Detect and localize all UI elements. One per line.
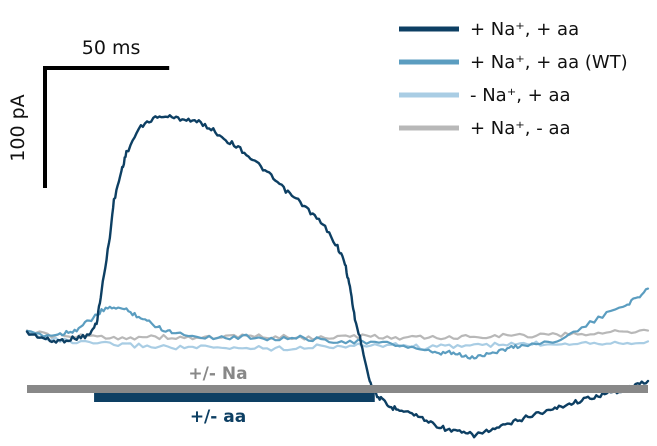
legend: + Na⁺, + aa + Na⁺, + aa (WT) - Na⁺, + aa + … xyxy=(399,19,628,139)
trace-series-1 xyxy=(25,114,650,439)
trace-series-3 xyxy=(25,330,650,352)
current-scale-label: 100 pA xyxy=(7,94,29,161)
na-application-bar xyxy=(27,385,648,393)
legend-label-2: + Na⁺, + aa (WT) xyxy=(470,52,628,73)
scale-bar: 50 ms 100 pA xyxy=(7,37,170,188)
trace-series-2 xyxy=(25,287,650,360)
legend-label-1: + Na⁺, + aa xyxy=(470,19,579,40)
trace-group xyxy=(25,114,650,439)
aa-application-bar xyxy=(94,393,375,402)
application-bars: +/- Na +/- aa xyxy=(27,364,648,427)
aa-application-label: +/- aa xyxy=(190,407,246,427)
time-scale-label: 50 ms xyxy=(82,37,141,59)
legend-label-4: + Na⁺, - aa xyxy=(470,118,571,139)
trace-series-4 xyxy=(25,328,650,341)
legend-label-3: - Na⁺, + aa xyxy=(470,85,571,106)
na-application-label: +/- Na xyxy=(188,364,247,384)
